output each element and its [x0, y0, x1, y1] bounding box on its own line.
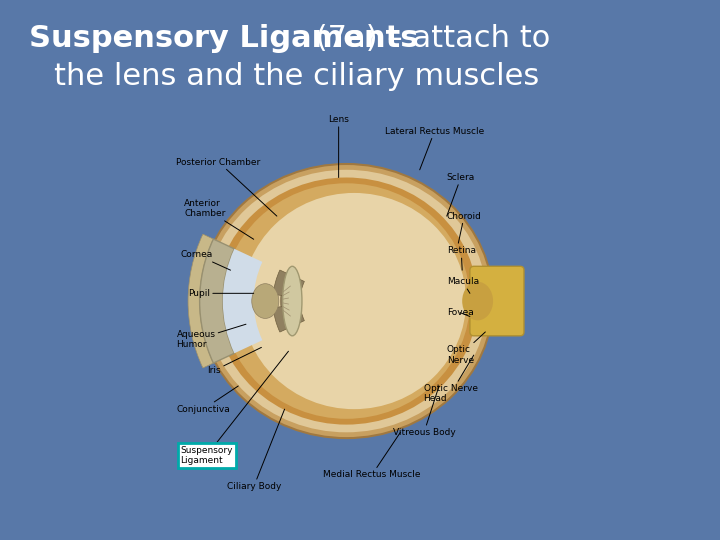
Ellipse shape [462, 282, 493, 320]
Wedge shape [199, 239, 235, 363]
Text: Sclera: Sclera [446, 173, 475, 216]
Text: Retina: Retina [446, 246, 476, 270]
Ellipse shape [252, 284, 279, 319]
FancyBboxPatch shape [470, 266, 524, 336]
Ellipse shape [215, 178, 477, 424]
Text: Iris: Iris [207, 347, 261, 375]
Wedge shape [274, 306, 294, 332]
Text: Suspensory
Ligament: Suspensory Ligament [180, 351, 289, 465]
Text: Choroid: Choroid [446, 212, 482, 243]
Wedge shape [274, 270, 294, 296]
Text: Lateral Rectus Muscle: Lateral Rectus Muscle [385, 127, 485, 170]
Text: Pupil: Pupil [188, 289, 253, 298]
Text: Suspensory Ligaments: Suspensory Ligaments [29, 24, 418, 53]
Text: Ciliary Body: Ciliary Body [227, 409, 284, 491]
Text: Macula: Macula [446, 277, 479, 293]
Text: Optic
Nerve: Optic Nerve [446, 332, 485, 365]
Ellipse shape [242, 193, 466, 409]
Ellipse shape [205, 170, 487, 433]
Text: Posterior Chamber: Posterior Chamber [176, 158, 277, 216]
Ellipse shape [222, 183, 470, 419]
Text: Vitreous Body: Vitreous Body [392, 386, 456, 437]
Ellipse shape [199, 164, 493, 438]
Wedge shape [222, 249, 262, 353]
Ellipse shape [283, 266, 302, 336]
Text: Cornea: Cornea [180, 250, 230, 270]
Text: Optic Nerve
Head: Optic Nerve Head [423, 355, 477, 403]
Text: Conjunctiva: Conjunctiva [176, 386, 238, 414]
Wedge shape [281, 273, 305, 329]
Text: Aqueous
Humor: Aqueous Humor [176, 324, 246, 349]
Text: Fovea: Fovea [446, 308, 474, 317]
Text: Medial Rectus Muscle: Medial Rectus Muscle [323, 433, 420, 480]
Wedge shape [188, 234, 213, 368]
Text: (7a) – attach to: (7a) – attach to [306, 24, 550, 53]
Text: Anterior
Chamber: Anterior Chamber [184, 199, 253, 239]
Text: Lens: Lens [328, 115, 349, 178]
Text: the lens and the ciliary muscles: the lens and the ciliary muscles [54, 62, 539, 91]
